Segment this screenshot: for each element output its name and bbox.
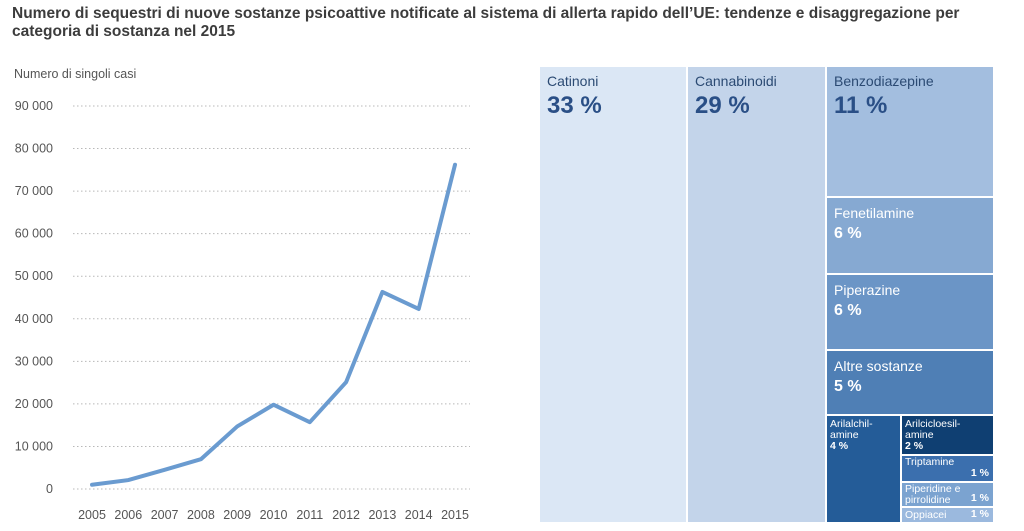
- line-series: [90, 162, 457, 487]
- treemap-label: Catinoni: [547, 73, 599, 89]
- data-point: [236, 425, 238, 427]
- y-tick-label: 90 000: [15, 99, 53, 113]
- treemap-cell-piperazine: Piperazine 6 %: [826, 274, 994, 350]
- treemap-label: Oppiacei: [905, 509, 947, 521]
- treemap-percent: 29 %: [695, 92, 750, 119]
- treemap-percent: 33 %: [547, 92, 602, 119]
- y-tick-label: 0: [46, 482, 53, 496]
- y-tick-labels: 0 10 000 20 000 30 000 40 000 50 000 60 000 70 …: [15, 99, 53, 496]
- line-chart: Numero di singoli casi 0 10 000 20 000 30 0…: [14, 67, 470, 522]
- treemap-label: Benzodiazepine: [834, 73, 934, 89]
- treemap-percent: 4 %: [830, 440, 849, 452]
- data-point: [164, 469, 166, 471]
- treemap-cell-arilalchil-amine: Arilalchil-amine 4 %: [826, 415, 901, 523]
- y-tick-label: 50 000: [15, 269, 53, 283]
- treemap-percent: 6 %: [834, 225, 862, 242]
- x-tick-label: 2005: [78, 508, 106, 522]
- data-point: [127, 479, 129, 481]
- y-tick-label: 70 000: [15, 184, 53, 198]
- treemap-cell-piperidine-e-pirrolidine: Piperidine e pirrolidine 1 %: [901, 482, 994, 507]
- data-point: [418, 308, 420, 310]
- y-axis-title: Numero di singoli casi: [14, 67, 136, 81]
- treemap-percent: 2 %: [905, 440, 924, 452]
- data-point: [345, 381, 347, 383]
- data-point: [381, 291, 383, 293]
- x-tick-label: 2013: [368, 508, 396, 522]
- treemap-cell-arilcicloesil-amine: Arilcicloesil-amine 2 %: [901, 415, 994, 455]
- y-tick-label: 10 000: [15, 439, 53, 453]
- treemap-cell-triptamine: Triptamine 1 %: [901, 455, 994, 482]
- y-tick-label: 20 000: [15, 397, 53, 411]
- treemap-percent: 1 %: [970, 467, 989, 479]
- treemap-percent: 1 %: [970, 492, 989, 504]
- chart-title: Numero di sequestri di nuove sostanze ps…: [12, 5, 960, 40]
- x-tick-label: 2014: [405, 508, 433, 522]
- x-tick-labels: 2005 2006 2007 2008 2009 2010 2011 2012 2013 2014…: [78, 508, 469, 522]
- x-tick-label: 2008: [187, 508, 215, 522]
- y-tick-label: 40 000: [15, 312, 53, 326]
- x-tick-label: 2009: [223, 508, 251, 522]
- x-tick-label: 2015: [441, 508, 469, 522]
- data-point: [273, 404, 274, 406]
- y-tick-label: 30 000: [15, 354, 53, 368]
- y-tick-label: 60 000: [15, 227, 53, 241]
- treemap-cell-fenetilamine: Fenetilamine 6 %: [826, 197, 994, 274]
- treemap-percent: 11 %: [834, 92, 888, 119]
- treemap-percent: 5 %: [834, 378, 862, 395]
- treemap-cell-benzodiazepine: Benzodiazepine 11 %: [826, 66, 994, 197]
- treemap-label: Arilcicloesil-amine 2 %: [905, 418, 961, 452]
- y-grid: [73, 105, 470, 490]
- treemap-cell-cannabinoidi: Cannabinoidi 29 %: [687, 66, 826, 523]
- series-line: [90, 162, 457, 487]
- x-tick-label: 2007: [151, 508, 179, 522]
- data-point: [454, 164, 456, 166]
- treemap-label: Arilalchil-amine 4 %: [830, 418, 873, 452]
- treemap-cell-catinoni: Catinoni 33 %: [539, 66, 687, 523]
- treemap-cell-altre-sostanze: Altre sostanze 5 %: [826, 350, 994, 415]
- treemap-label: Triptamine: [905, 456, 955, 468]
- x-tick-label: 2011: [296, 508, 323, 522]
- data-point: [200, 458, 202, 460]
- x-tick-label: 2010: [260, 508, 288, 522]
- x-tick-label: 2012: [332, 508, 360, 522]
- treemap-percent: 1 %: [970, 508, 989, 520]
- treemap-cell-oppiacei: Oppiacei 1 %: [901, 507, 994, 523]
- treemap-label: Piperazine: [834, 282, 901, 298]
- treemap-label: Cannabinoidi: [695, 73, 777, 89]
- treemap-label: Fenetilamine: [834, 205, 915, 221]
- treemap-label: Piperidine e pirrolidine: [905, 483, 961, 506]
- data-point: [91, 484, 93, 486]
- y-tick-label: 80 000: [15, 142, 53, 156]
- treemap-percent: 6 %: [834, 302, 862, 319]
- x-tick-label: 2006: [114, 508, 142, 522]
- data-point: [309, 421, 311, 423]
- treemap-label: Altre sostanze: [834, 358, 923, 374]
